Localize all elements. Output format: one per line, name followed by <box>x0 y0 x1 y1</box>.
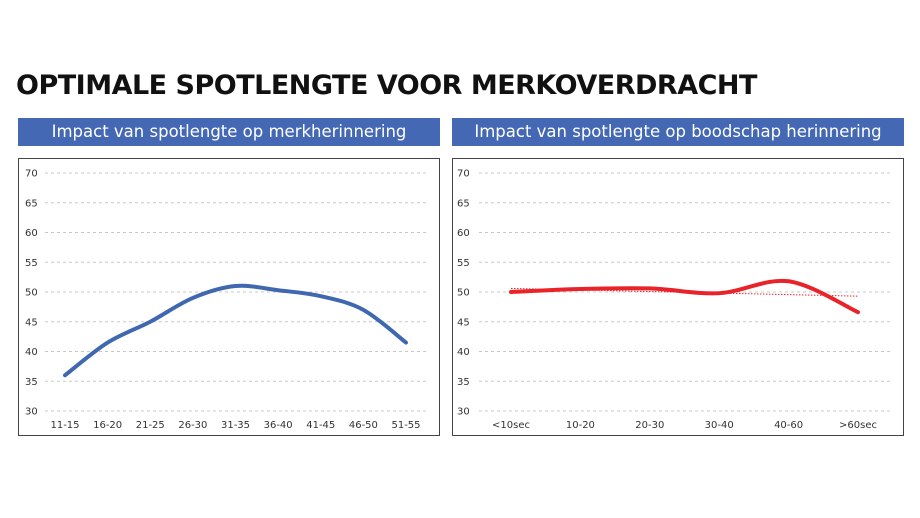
x-tick-label: 46-50 <box>349 420 378 431</box>
x-tick-label: 40-60 <box>774 420 803 431</box>
x-tick-label: 20-30 <box>635 420 664 431</box>
x-tick-label: <10sec <box>492 420 530 431</box>
y-tick-label: 40 <box>457 347 470 358</box>
y-tick-label: 70 <box>25 169 38 180</box>
y-tick-label: 65 <box>25 198 38 209</box>
page-title: OPTIMALE SPOTLENGTE VOOR MERKOVERDRACHT <box>16 70 757 101</box>
y-tick-label: 60 <box>457 228 470 239</box>
x-tick-label: 11-15 <box>50 420 79 431</box>
chart-title-brand-recall: Impact van spotlengte op merkherinnering <box>18 118 440 146</box>
y-tick-label: 35 <box>457 377 470 388</box>
y-tick-label: 40 <box>25 347 38 358</box>
y-tick-label: 30 <box>25 407 38 418</box>
y-tick-label: 35 <box>25 377 38 388</box>
y-tick-label: 70 <box>457 169 470 180</box>
series-line <box>63 283 408 378</box>
x-tick-label: 26-30 <box>178 420 207 431</box>
y-tick-label: 50 <box>457 288 470 299</box>
chart-message-recall: 70 65 60 55 50 45 40 35 30 <10sec 10-20 20-30 30-40 4… <box>457 169 891 431</box>
y-tick-label: 45 <box>457 317 470 328</box>
x-tick-label: 30-40 <box>705 420 734 431</box>
chart-panel-brand-recall: 70 65 60 55 50 45 40 35 30 11-15 16-20 21-25 26-30 31… <box>18 158 440 436</box>
x-tick-label: 16-20 <box>93 420 122 431</box>
chart-brand-recall: 70 65 60 55 50 45 40 35 30 11-15 16-20 21-25 26-30 31… <box>25 169 427 431</box>
x-tick-label: 31-35 <box>221 420 250 431</box>
y-tick-label: 50 <box>25 288 38 299</box>
x-tick-label: 41-45 <box>306 420 335 431</box>
x-tick-label: 10-20 <box>566 420 595 431</box>
y-tick-label: 55 <box>25 258 38 269</box>
x-tick-label: >60sec <box>839 420 877 431</box>
y-tick-label: 60 <box>25 228 38 239</box>
series-line <box>509 278 860 315</box>
y-tick-label: 45 <box>25 317 38 328</box>
x-tick-label: 36-40 <box>264 420 293 431</box>
y-tick-label: 65 <box>457 198 470 209</box>
x-tick-label: 51-55 <box>391 420 420 431</box>
chart-panel-message-recall: 70 65 60 55 50 45 40 35 30 <10sec 10-20 20-30 30-40 4… <box>452 158 904 436</box>
y-tick-label: 30 <box>457 407 470 418</box>
y-tick-label: 55 <box>457 258 470 269</box>
chart-title-message-recall: Impact van spotlengte op boodschap herin… <box>452 118 904 146</box>
x-tick-label: 21-25 <box>136 420 165 431</box>
